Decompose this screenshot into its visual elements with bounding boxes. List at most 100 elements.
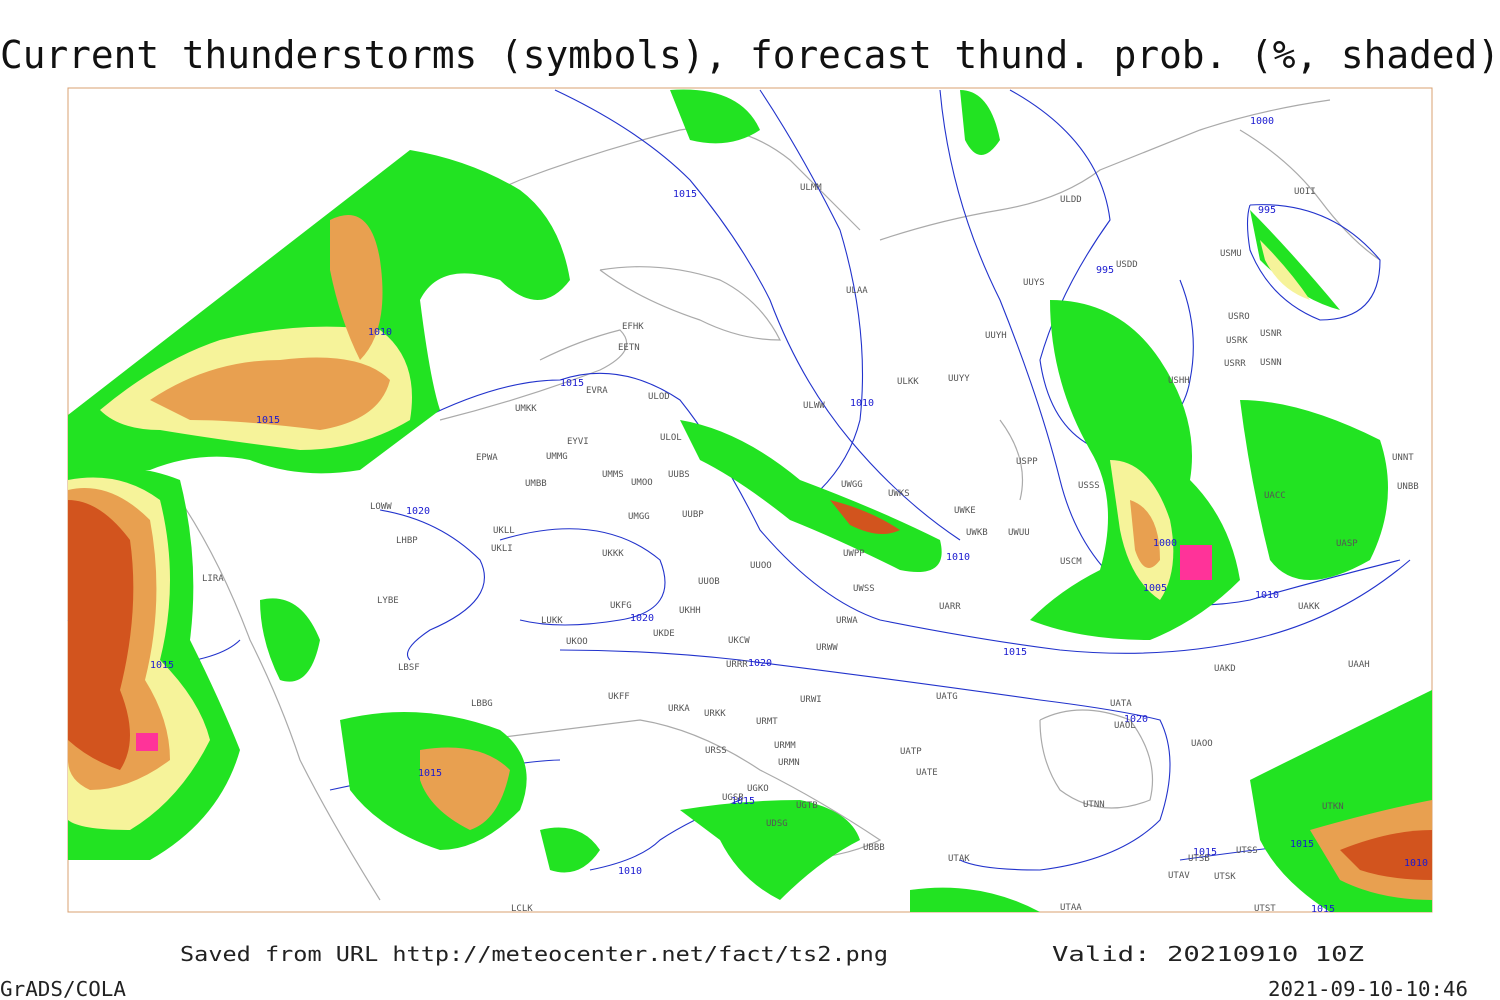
station-label: UATE bbox=[916, 768, 938, 778]
station-label: LCLK bbox=[511, 904, 533, 914]
isobar-label: 1000 bbox=[1153, 538, 1177, 549]
station-label: UAKK bbox=[1298, 602, 1320, 612]
station-label: LYBE bbox=[377, 596, 399, 606]
isobar-label: 1010 bbox=[850, 398, 874, 409]
timestamp: 2021-09-10-10:46 bbox=[1268, 977, 1468, 1000]
station-label: LBSF bbox=[398, 663, 420, 673]
isobar-label: 995 bbox=[1258, 205, 1276, 216]
isobar-label: 1020 bbox=[406, 506, 430, 517]
station-label: USNR bbox=[1260, 329, 1282, 339]
station-label: ULOL bbox=[660, 433, 682, 443]
station-label: UBBB bbox=[863, 843, 885, 853]
station-label: USCM bbox=[1060, 557, 1082, 567]
station-label: UASP bbox=[1336, 539, 1358, 549]
station-label: USRK bbox=[1226, 336, 1248, 346]
station-label: UKFG bbox=[610, 601, 632, 611]
station-label: USRO bbox=[1228, 312, 1250, 322]
isobar-label: 1020 bbox=[1124, 714, 1148, 725]
isobar-label: 1015 bbox=[150, 660, 174, 671]
station-label: UDSG bbox=[766, 819, 788, 829]
station-label: URMT bbox=[756, 717, 778, 727]
station-label: UUBS bbox=[668, 470, 690, 480]
isobar-label: 1010 bbox=[1404, 858, 1428, 869]
isobar-label: 995 bbox=[1096, 265, 1114, 276]
isobar-label: 1010 bbox=[618, 866, 642, 877]
station-label: URKK bbox=[704, 709, 726, 719]
station-label: USDD bbox=[1116, 260, 1138, 270]
station-label: UATA bbox=[1110, 699, 1132, 709]
isobar-label: 1015 bbox=[256, 415, 280, 426]
software: GrADS/COLA bbox=[0, 977, 126, 1000]
station-label: EFHK bbox=[622, 322, 644, 332]
station-label: URWW bbox=[816, 643, 838, 653]
station-label: UMBB bbox=[525, 479, 547, 489]
station-label: ULMM bbox=[800, 183, 822, 193]
source-url: Saved from URL http://meteocenter.net/fa… bbox=[180, 942, 888, 966]
station-label: URKA bbox=[668, 704, 690, 714]
station-label: UTAV bbox=[1168, 871, 1190, 881]
isobar-label: 1015 bbox=[673, 189, 697, 200]
isobar-label: 1015 bbox=[1193, 847, 1217, 858]
station-label: UKLL bbox=[493, 526, 515, 536]
station-label: URMN bbox=[778, 758, 800, 768]
station-label: UGSB bbox=[722, 793, 744, 803]
station-label: ULDD bbox=[1060, 195, 1082, 205]
station-label: UWGG bbox=[841, 480, 863, 490]
station-label: UMKK bbox=[515, 404, 537, 414]
station-label: URWI bbox=[800, 695, 822, 705]
station-label: USRR bbox=[1224, 359, 1246, 369]
isobar-label: 1015 bbox=[560, 378, 584, 389]
map-title: Current thunderstorms (symbols), forecas… bbox=[0, 33, 1500, 77]
station-label: UUOO bbox=[750, 561, 772, 571]
station-label: UTST bbox=[1254, 904, 1276, 914]
station-label: UMMS bbox=[602, 470, 624, 480]
station-label: UWSS bbox=[853, 584, 875, 594]
station-label: UAAH bbox=[1348, 660, 1370, 670]
station-label: ULWW bbox=[803, 401, 825, 411]
isobar-label: 1015 bbox=[1311, 904, 1335, 915]
isobar-label: 1020 bbox=[630, 613, 654, 624]
station-label: UWPP bbox=[843, 549, 865, 559]
station-label: UUYS bbox=[1023, 278, 1045, 288]
station-label: UTAA bbox=[1060, 903, 1082, 913]
isobar-label: 1015 bbox=[1290, 839, 1314, 850]
station-label: UATP bbox=[900, 747, 922, 757]
station-label: UACC bbox=[1264, 491, 1286, 501]
station-label: UTSS bbox=[1236, 846, 1258, 856]
station-label: UAOO bbox=[1191, 739, 1213, 749]
station-label: UKLI bbox=[491, 544, 513, 554]
station-label: UWKB bbox=[966, 528, 988, 538]
station-label: UKOO bbox=[566, 637, 588, 647]
station-label: UTSB bbox=[1188, 854, 1210, 864]
station-label: LUKK bbox=[541, 616, 563, 626]
isobar-label: 1010 bbox=[368, 327, 392, 338]
station-label: EPWA bbox=[476, 453, 498, 463]
station-label: UMOO bbox=[631, 478, 653, 488]
station-label: UWKE bbox=[954, 506, 976, 516]
isobar-label: 1005 bbox=[1143, 583, 1167, 594]
station-label: UUBP bbox=[682, 510, 704, 520]
station-label: UATG bbox=[936, 692, 958, 702]
station-label: EYVI bbox=[567, 437, 589, 447]
station-label: UOII bbox=[1294, 187, 1316, 197]
station-label: USHH bbox=[1168, 376, 1190, 386]
isobar-label: 1010 bbox=[1255, 590, 1279, 601]
station-label: UGKO bbox=[747, 784, 769, 794]
station-label: UGTB bbox=[796, 801, 818, 811]
station-label: UMMG bbox=[546, 452, 568, 462]
isobar-label: 1015 bbox=[1003, 647, 1027, 658]
station-label: UKHH bbox=[679, 606, 701, 616]
station-label: UNNT bbox=[1392, 453, 1414, 463]
station-label: ULAA bbox=[846, 286, 868, 296]
station-label: UNBB bbox=[1397, 482, 1419, 492]
station-label: UWUU bbox=[1008, 528, 1030, 538]
station-label: UTNN bbox=[1083, 800, 1105, 810]
probability-shading bbox=[68, 89, 1432, 912]
station-label: UUOB bbox=[698, 577, 720, 587]
station-label: UARR bbox=[939, 602, 961, 612]
station-label: UUYY bbox=[948, 374, 970, 384]
station-label: USPP bbox=[1016, 457, 1038, 467]
map-labels: 1000 995 995 1015 1010 1015 1015 1010 1020 1010 10… bbox=[150, 116, 1428, 915]
station-label: UTKN bbox=[1322, 802, 1344, 812]
